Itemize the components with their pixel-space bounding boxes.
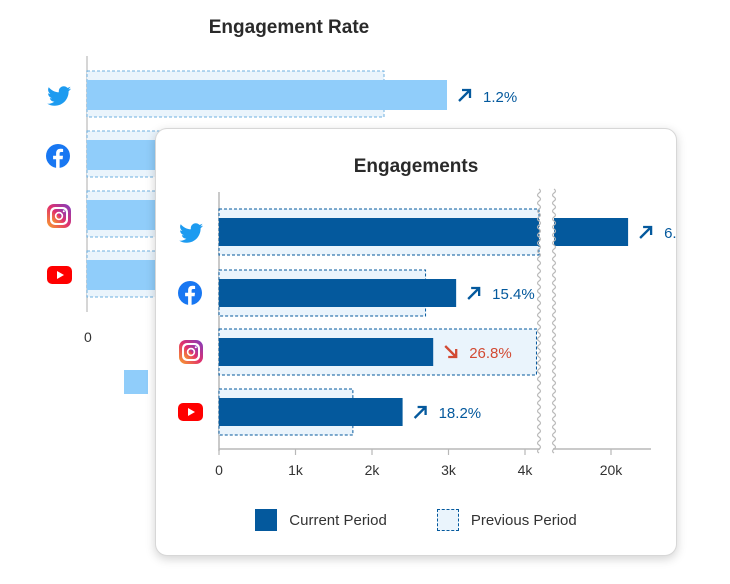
bar-instagram bbox=[219, 338, 434, 366]
legend-item-current: Current Period bbox=[255, 509, 387, 531]
bar-twitter bbox=[219, 218, 539, 246]
twitter-icon bbox=[179, 223, 203, 243]
arrow-up-icon bbox=[467, 286, 481, 300]
arrow-up-icon bbox=[639, 225, 653, 239]
legend: Current Period Previous Period bbox=[156, 509, 676, 531]
arrow-up-icon bbox=[413, 405, 427, 419]
change-label-instagram: 26.8% bbox=[469, 345, 512, 362]
fg-x-ticks: 0 1k 2k 3k 4k 20k bbox=[215, 449, 623, 478]
axis-break-gap bbox=[540, 189, 553, 451]
bg-x-tick-0: 0 bbox=[84, 329, 92, 345]
engagements-chart: 0 1k 2k 3k 4k 20k 6.1% 15.4% 26.8% 18.2% bbox=[178, 188, 676, 478]
bar-facebook bbox=[219, 279, 457, 307]
bar-youtube bbox=[219, 398, 403, 426]
engagement-rate-title: Engagement Rate bbox=[208, 17, 370, 38]
youtube-icon bbox=[178, 403, 203, 421]
bg-change-twitter: 1.2% bbox=[458, 88, 517, 106]
bg-change-label-twitter: 1.2% bbox=[483, 89, 517, 106]
change-label-youtube: 18.2% bbox=[439, 405, 482, 422]
arrow-up-icon bbox=[458, 88, 472, 102]
fg-current-bars bbox=[219, 218, 629, 426]
axis-break-line-left bbox=[536, 188, 542, 454]
legend-label-current: Current Period bbox=[289, 511, 387, 529]
axis-break bbox=[536, 188, 557, 454]
facebook-icon bbox=[178, 281, 202, 305]
legend-swatch-current bbox=[255, 509, 278, 531]
x-tick-label: 3k bbox=[441, 462, 457, 478]
facebook-icon bbox=[46, 144, 70, 168]
x-tick-label: 4k bbox=[518, 462, 534, 478]
bg-legend-swatch bbox=[124, 370, 148, 394]
bar-twitter-continued bbox=[554, 218, 629, 246]
legend-label-previous: Previous Period bbox=[470, 511, 577, 529]
engagements-card: Engagements 0 1k 2k 3k 4k 20k 6.1% 15.4% 26.8% 1… bbox=[155, 128, 677, 556]
x-tick-label: 0 bbox=[215, 462, 223, 478]
instagram-icon bbox=[47, 204, 71, 228]
bg-bar-twitter bbox=[87, 80, 447, 110]
change-label-facebook: 15.4% bbox=[492, 286, 535, 303]
legend-swatch-previous bbox=[436, 509, 459, 531]
legend-item-previous: Previous Period bbox=[436, 509, 577, 531]
fg-change-labels: 6.1% 15.4% 26.8% 18.2% bbox=[413, 225, 676, 422]
axis-break-line-right bbox=[551, 188, 557, 454]
x-tick-label: 2k bbox=[365, 462, 381, 478]
x-tick-label: 1k bbox=[288, 462, 304, 478]
youtube-icon bbox=[47, 266, 72, 284]
x-tick-label: 20k bbox=[600, 462, 624, 478]
instagram-icon bbox=[179, 340, 203, 364]
twitter-icon bbox=[47, 86, 71, 106]
engagements-title: Engagements bbox=[353, 156, 479, 177]
change-label-twitter: 6.1% bbox=[664, 225, 676, 242]
arrow-down-icon bbox=[444, 345, 458, 359]
